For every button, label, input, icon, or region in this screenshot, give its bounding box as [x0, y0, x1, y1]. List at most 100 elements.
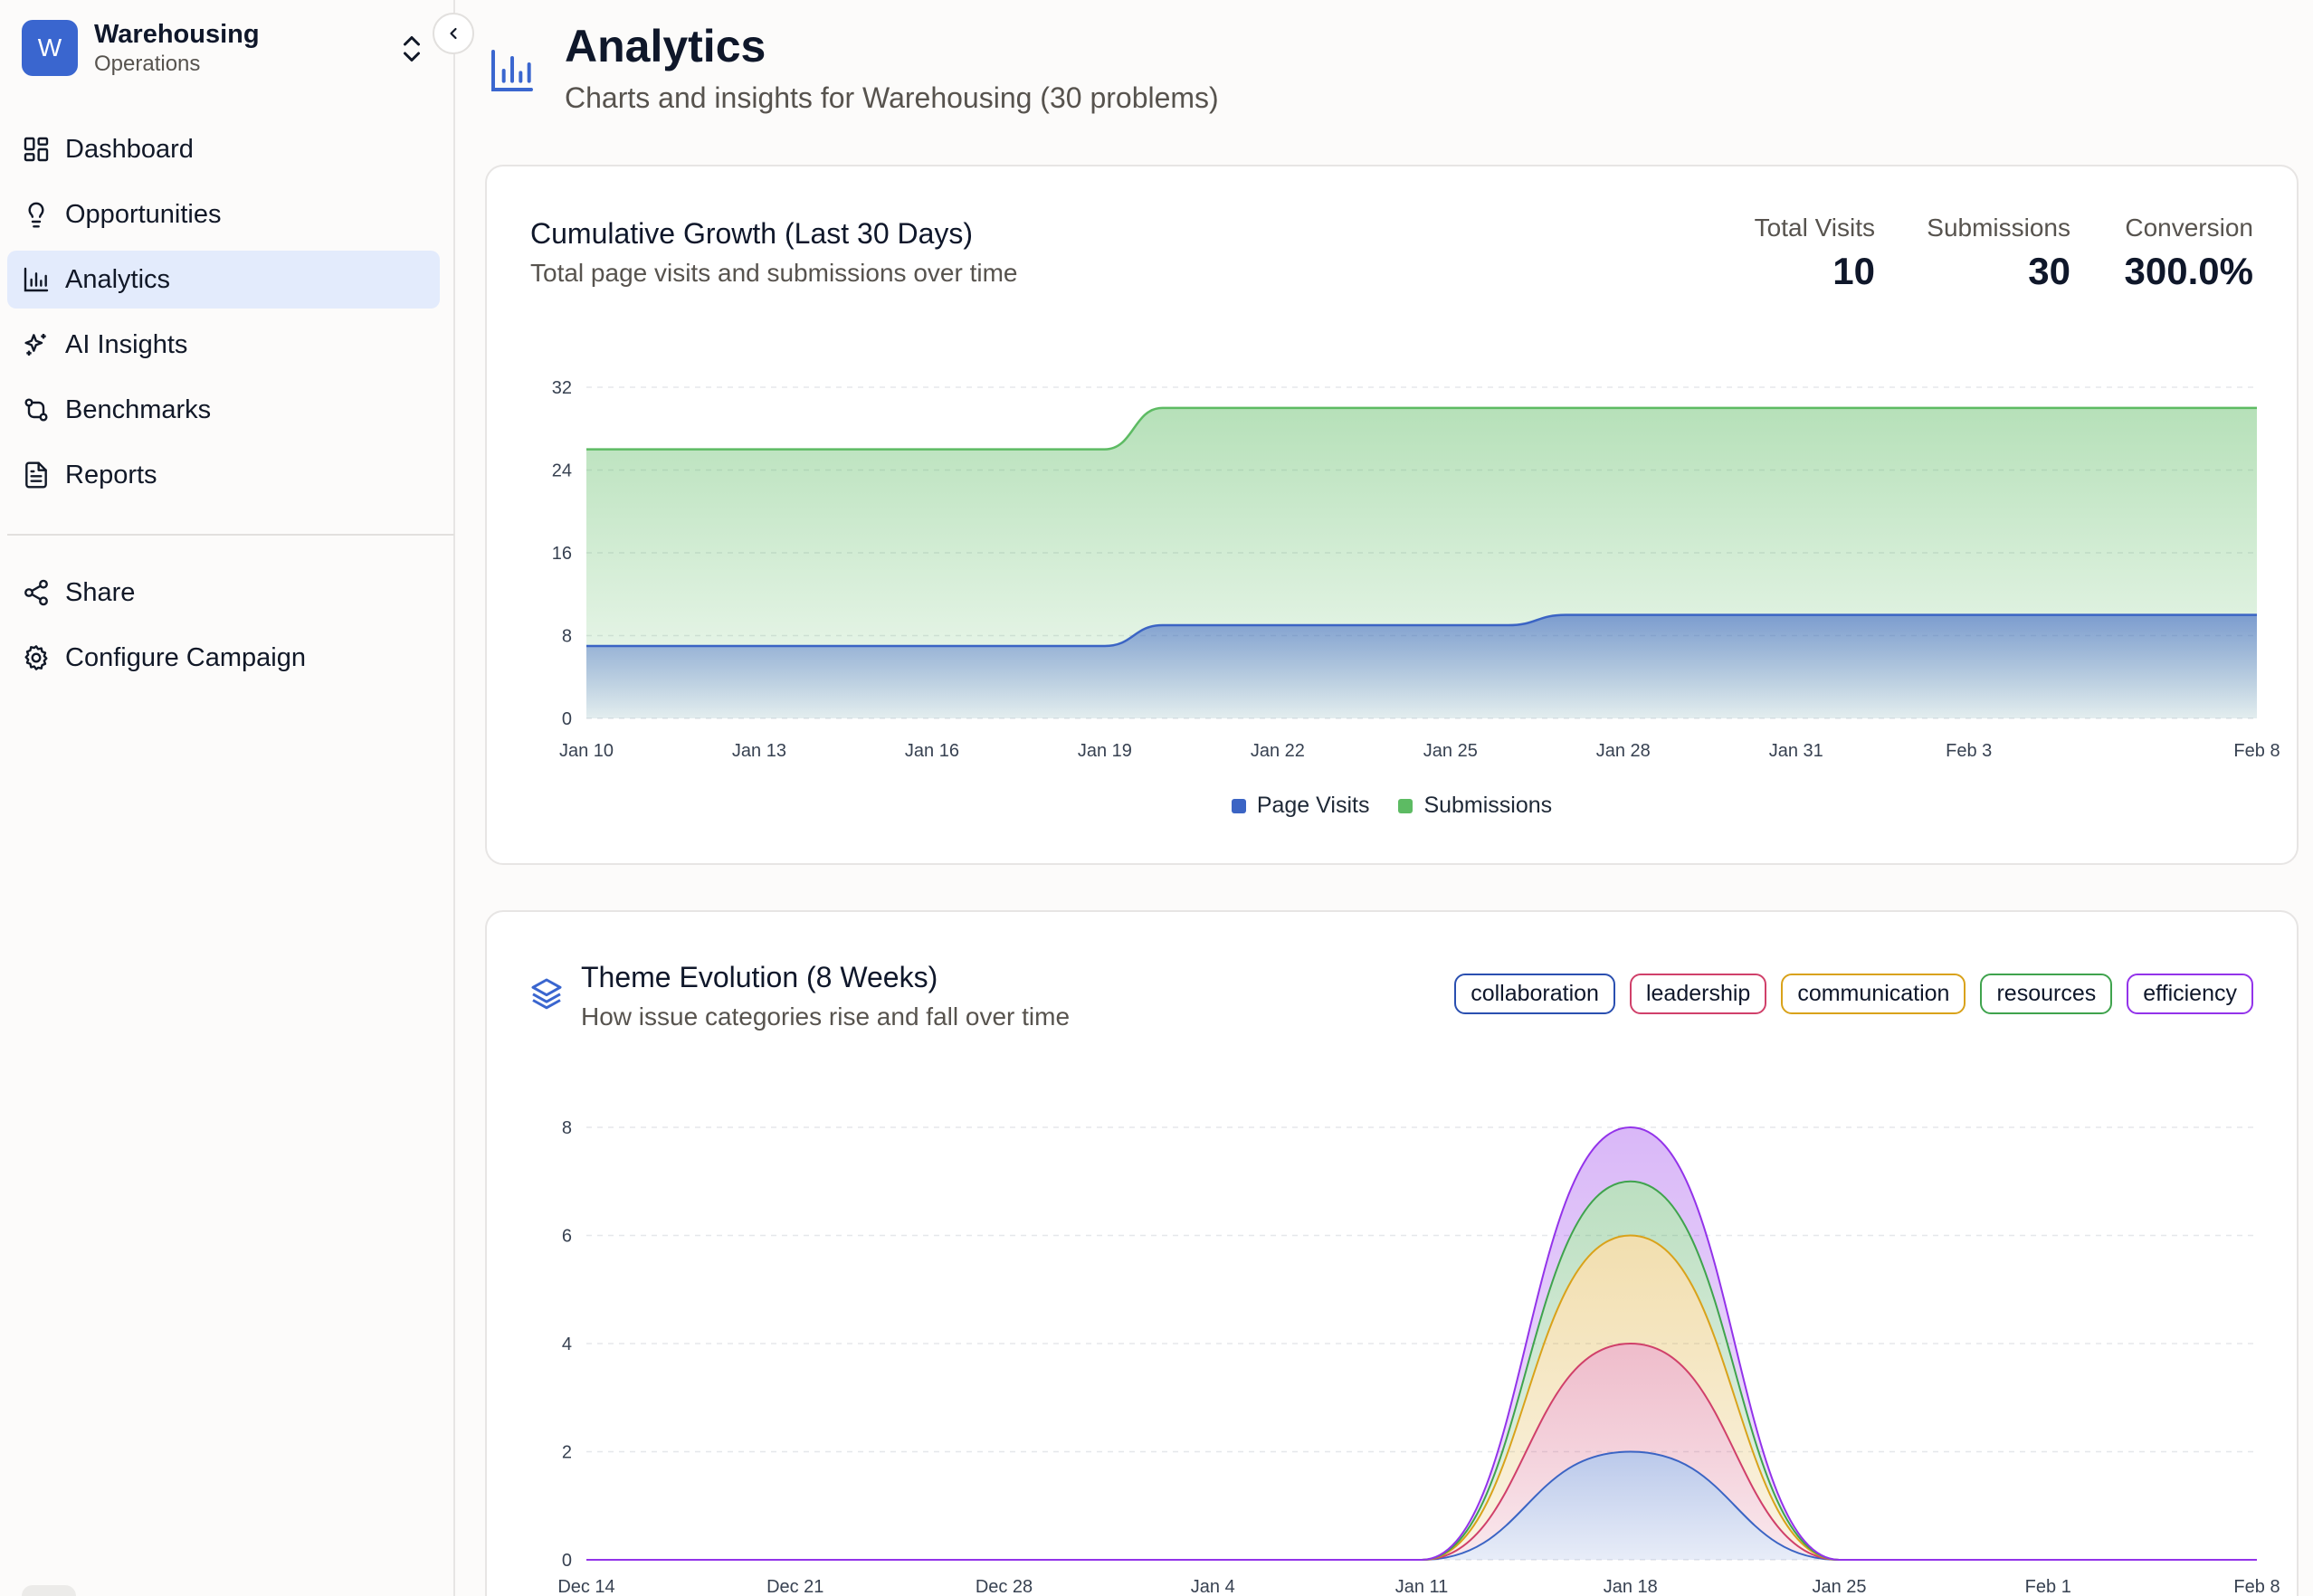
- area-communication: [586, 1235, 2257, 1560]
- area-collaboration: [586, 1451, 2257, 1560]
- card-title: Cumulative Growth (Last 30 Days): [530, 217, 974, 250]
- dashboard-icon: [24, 137, 49, 162]
- x-tick-label: Jan 22: [1251, 741, 1305, 761]
- x-tick-label: Dec 28: [976, 1577, 1033, 1596]
- sidebar-item-dashboard[interactable]: Dashboard: [7, 120, 440, 178]
- bar-chart-icon: [491, 50, 533, 91]
- sidebar-item-label: AI Insights: [65, 329, 188, 359]
- legend-label: Submissions: [1423, 793, 1553, 818]
- sidebar-item-opportunities[interactable]: Opportunities: [7, 185, 440, 243]
- legend-item-submissions[interactable]: Submissions: [1398, 793, 1552, 819]
- card-subtitle: Total page visits and submissions over t…: [530, 259, 1018, 287]
- sidebar: W Warehousing Operations Dashboard Oppor…: [0, 0, 455, 1596]
- x-tick-label: Feb 1: [2025, 1577, 2071, 1596]
- theme-tag-resources[interactable]: resources: [1980, 974, 2113, 1014]
- x-tick-label: Jan 18: [1604, 1577, 1658, 1596]
- area-page-visits: [586, 614, 2257, 718]
- x-tick-label: Jan 4: [1191, 1577, 1235, 1596]
- y-tick-label: 0: [562, 1551, 572, 1571]
- lightbulb-icon: [28, 202, 44, 228]
- y-tick-label: 6: [562, 1227, 572, 1247]
- sidebar-item-analytics[interactable]: Analytics: [7, 251, 440, 309]
- chevrons-up-down-icon: [404, 36, 420, 62]
- stat-value: 10: [1832, 250, 1875, 292]
- layers-icon: [531, 978, 562, 1010]
- stat-value: 300.0%: [2124, 250, 2253, 292]
- y-tick-label: 32: [552, 378, 572, 398]
- workspace-avatar: W: [22, 20, 78, 76]
- workspace-subtitle: Operations: [94, 52, 201, 76]
- cumulative-growth-chart: 0 8 16 24 32 Jan 10 Jan 13 Jan 16 Jan 19 Jan 22 Ja…: [552, 378, 2280, 761]
- y-tick-label: 4: [562, 1335, 572, 1354]
- sidebar-item-benchmarks[interactable]: Benchmarks: [7, 381, 440, 439]
- page-title: Analytics: [565, 21, 766, 71]
- stat-total-visits: Total Visits 10: [1755, 214, 1875, 293]
- line-efficiency: [586, 1126, 2257, 1561]
- bar-chart-icon: [24, 267, 49, 292]
- gear-icon: [24, 645, 48, 670]
- x-tick-label: Jan 13: [732, 741, 786, 761]
- sidebar-item-label: Benchmarks: [65, 394, 212, 424]
- chevron-left-icon: [450, 27, 457, 40]
- theme-tag-leadership[interactable]: leadership: [1629, 974, 1767, 1014]
- card-subtitle: How issue categories rise and fall over …: [581, 1002, 1071, 1031]
- legend-item-page-visits[interactable]: Page Visits: [1231, 793, 1370, 819]
- x-tick-label: Feb 3: [1946, 741, 1992, 761]
- stat-label: Submissions: [1927, 214, 2070, 242]
- x-tick-label: Dec 21: [766, 1577, 823, 1596]
- line-submissions: [586, 406, 2257, 451]
- card-title: Theme Evolution (8 Weeks): [581, 961, 938, 993]
- legend-swatch: [1398, 798, 1414, 813]
- stat-conversion: Conversion 300.0%: [2125, 214, 2253, 293]
- document-icon: [25, 461, 47, 489]
- x-tick-label: Dec 14: [557, 1577, 614, 1596]
- stat-value: 30: [2028, 250, 2070, 292]
- sidebar-item-label: Configure Campaign: [65, 642, 306, 672]
- cumulative-growth-card: Cumulative Growth (Last 30 Days) Total p…: [485, 165, 2299, 865]
- sparkles-icon: [24, 334, 46, 356]
- y-tick-label: 24: [552, 461, 572, 481]
- x-tick-label: Jan 10: [559, 741, 614, 761]
- y-tick-label: 8: [562, 1118, 572, 1138]
- area-resources: [586, 1181, 2257, 1560]
- x-tick-label: Jan 28: [1596, 741, 1651, 761]
- legend-label: Page Visits: [1256, 793, 1370, 818]
- sidebar-item-label: Reports: [65, 460, 157, 489]
- sidebar-item-configure-campaign[interactable]: Configure Campaign: [7, 629, 440, 687]
- stat-submissions: Submissions 30: [1927, 214, 2070, 293]
- workspace-name: Warehousing: [94, 20, 260, 49]
- theme-tag-efficiency[interactable]: efficiency: [2127, 974, 2253, 1014]
- x-tick-label: Feb 8: [2233, 1577, 2280, 1596]
- sidebar-item-label: Opportunities: [65, 199, 222, 229]
- sidebar-item-share[interactable]: Share: [7, 564, 440, 622]
- x-tick-label: Jan 25: [1423, 741, 1478, 761]
- theme-tag-collaboration[interactable]: collaboration: [1454, 974, 1615, 1014]
- sidebar-footer-control[interactable]: [22, 1585, 76, 1596]
- sidebar-divider: [7, 534, 454, 536]
- git-compare-icon: [24, 398, 48, 422]
- x-tick-label: Jan 31: [1769, 741, 1823, 761]
- theme-evolution-card: Theme Evolution (8 Weeks) How issue cate…: [485, 910, 2299, 1596]
- x-tick-label: Jan 19: [1078, 741, 1132, 761]
- sidebar-item-ai-insights[interactable]: AI Insights: [7, 316, 440, 374]
- x-tick-label: Jan 11: [1395, 1577, 1449, 1596]
- y-tick-label: 8: [562, 627, 572, 647]
- stat-label: Total Visits: [1754, 214, 1875, 242]
- line-page-visits: [586, 613, 2257, 648]
- chart-legend: Page Visits Submissions: [487, 793, 2297, 819]
- theme-filter-tags: collaboration leadership communication r…: [1454, 974, 2253, 1014]
- line-communication: [586, 1234, 2257, 1561]
- workspace-switcher[interactable]: W Warehousing Operations: [22, 20, 429, 78]
- line-resources: [586, 1180, 2257, 1561]
- sidebar-item-reports[interactable]: Reports: [7, 446, 440, 504]
- y-tick-label: 0: [562, 709, 572, 729]
- sidebar-item-label: Dashboard: [65, 134, 194, 164]
- line-collaboration: [586, 1450, 2257, 1561]
- legend-swatch: [1231, 798, 1246, 813]
- x-tick-label: Jan 16: [905, 741, 959, 761]
- collapse-sidebar-button[interactable]: [433, 13, 474, 54]
- sidebar-item-label: Analytics: [65, 264, 171, 294]
- theme-tag-communication[interactable]: communication: [1781, 974, 1966, 1014]
- y-tick-label: 16: [552, 544, 572, 564]
- theme-evolution-chart: 0 2 4 6 8 Dec 14 Dec 21 Dec 28 Jan 4 Jan 11 Jan 18…: [557, 1118, 2280, 1596]
